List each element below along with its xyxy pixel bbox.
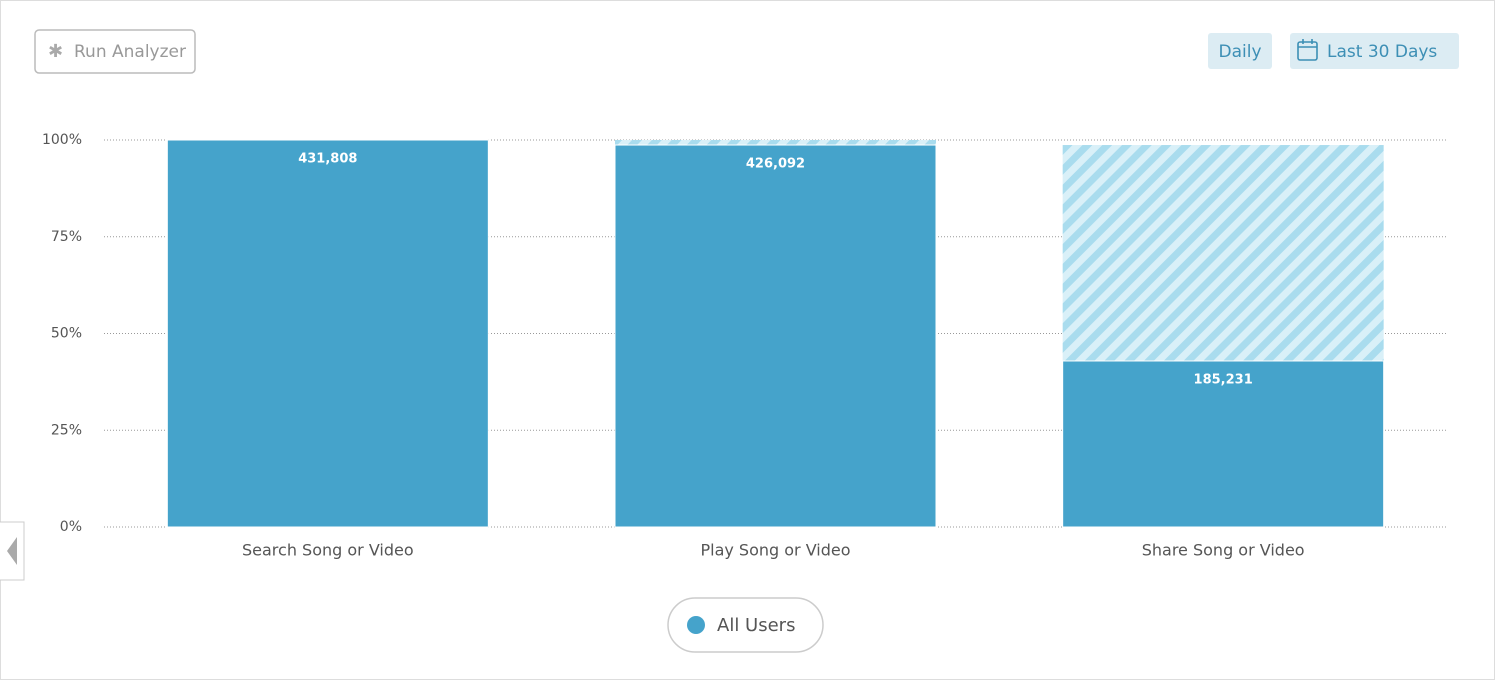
icon: ✱: [48, 41, 63, 62]
range-label[interactable]: Last 30 Days: [1327, 42, 1437, 62]
drop-off: [1062, 145, 1384, 361]
data-label: 185,231: [1194, 372, 1253, 387]
y-tick-label: 50%: [51, 326, 82, 342]
interval-button[interactable]: [1208, 33, 1272, 69]
bar: [1062, 360, 1385, 528]
run-analyzer-button[interactable]: [34, 29, 196, 74]
x-tick-label: Share Song or Video: [1142, 541, 1305, 560]
side-arrow: [7, 537, 17, 565]
legend-swatch: [687, 616, 705, 634]
interval-label[interactable]: Daily: [1218, 42, 1261, 62]
y-tick-label: 25%: [51, 422, 82, 438]
calendar-icon: [1297, 39, 1318, 61]
drop-off: [615, 140, 936, 146]
data-label: 426,092: [746, 157, 805, 172]
y-tick-label: 0%: [60, 519, 82, 535]
legend-label[interactable]: All Users: [717, 615, 795, 636]
y-tick-label: 75%: [51, 229, 82, 245]
run-analyzer-label[interactable]: Run Analyzer: [74, 42, 186, 62]
data-label: 431,808: [298, 152, 357, 167]
x-tick-label: Search Song or Video: [242, 541, 414, 560]
y-tick-label: 100%: [42, 132, 82, 148]
range-button[interactable]: [1290, 33, 1459, 69]
legend[interactable]: [667, 597, 824, 653]
bar: [614, 144, 937, 528]
bar: [166, 139, 489, 528]
x-tick-label: Play Song or Video: [700, 541, 850, 560]
